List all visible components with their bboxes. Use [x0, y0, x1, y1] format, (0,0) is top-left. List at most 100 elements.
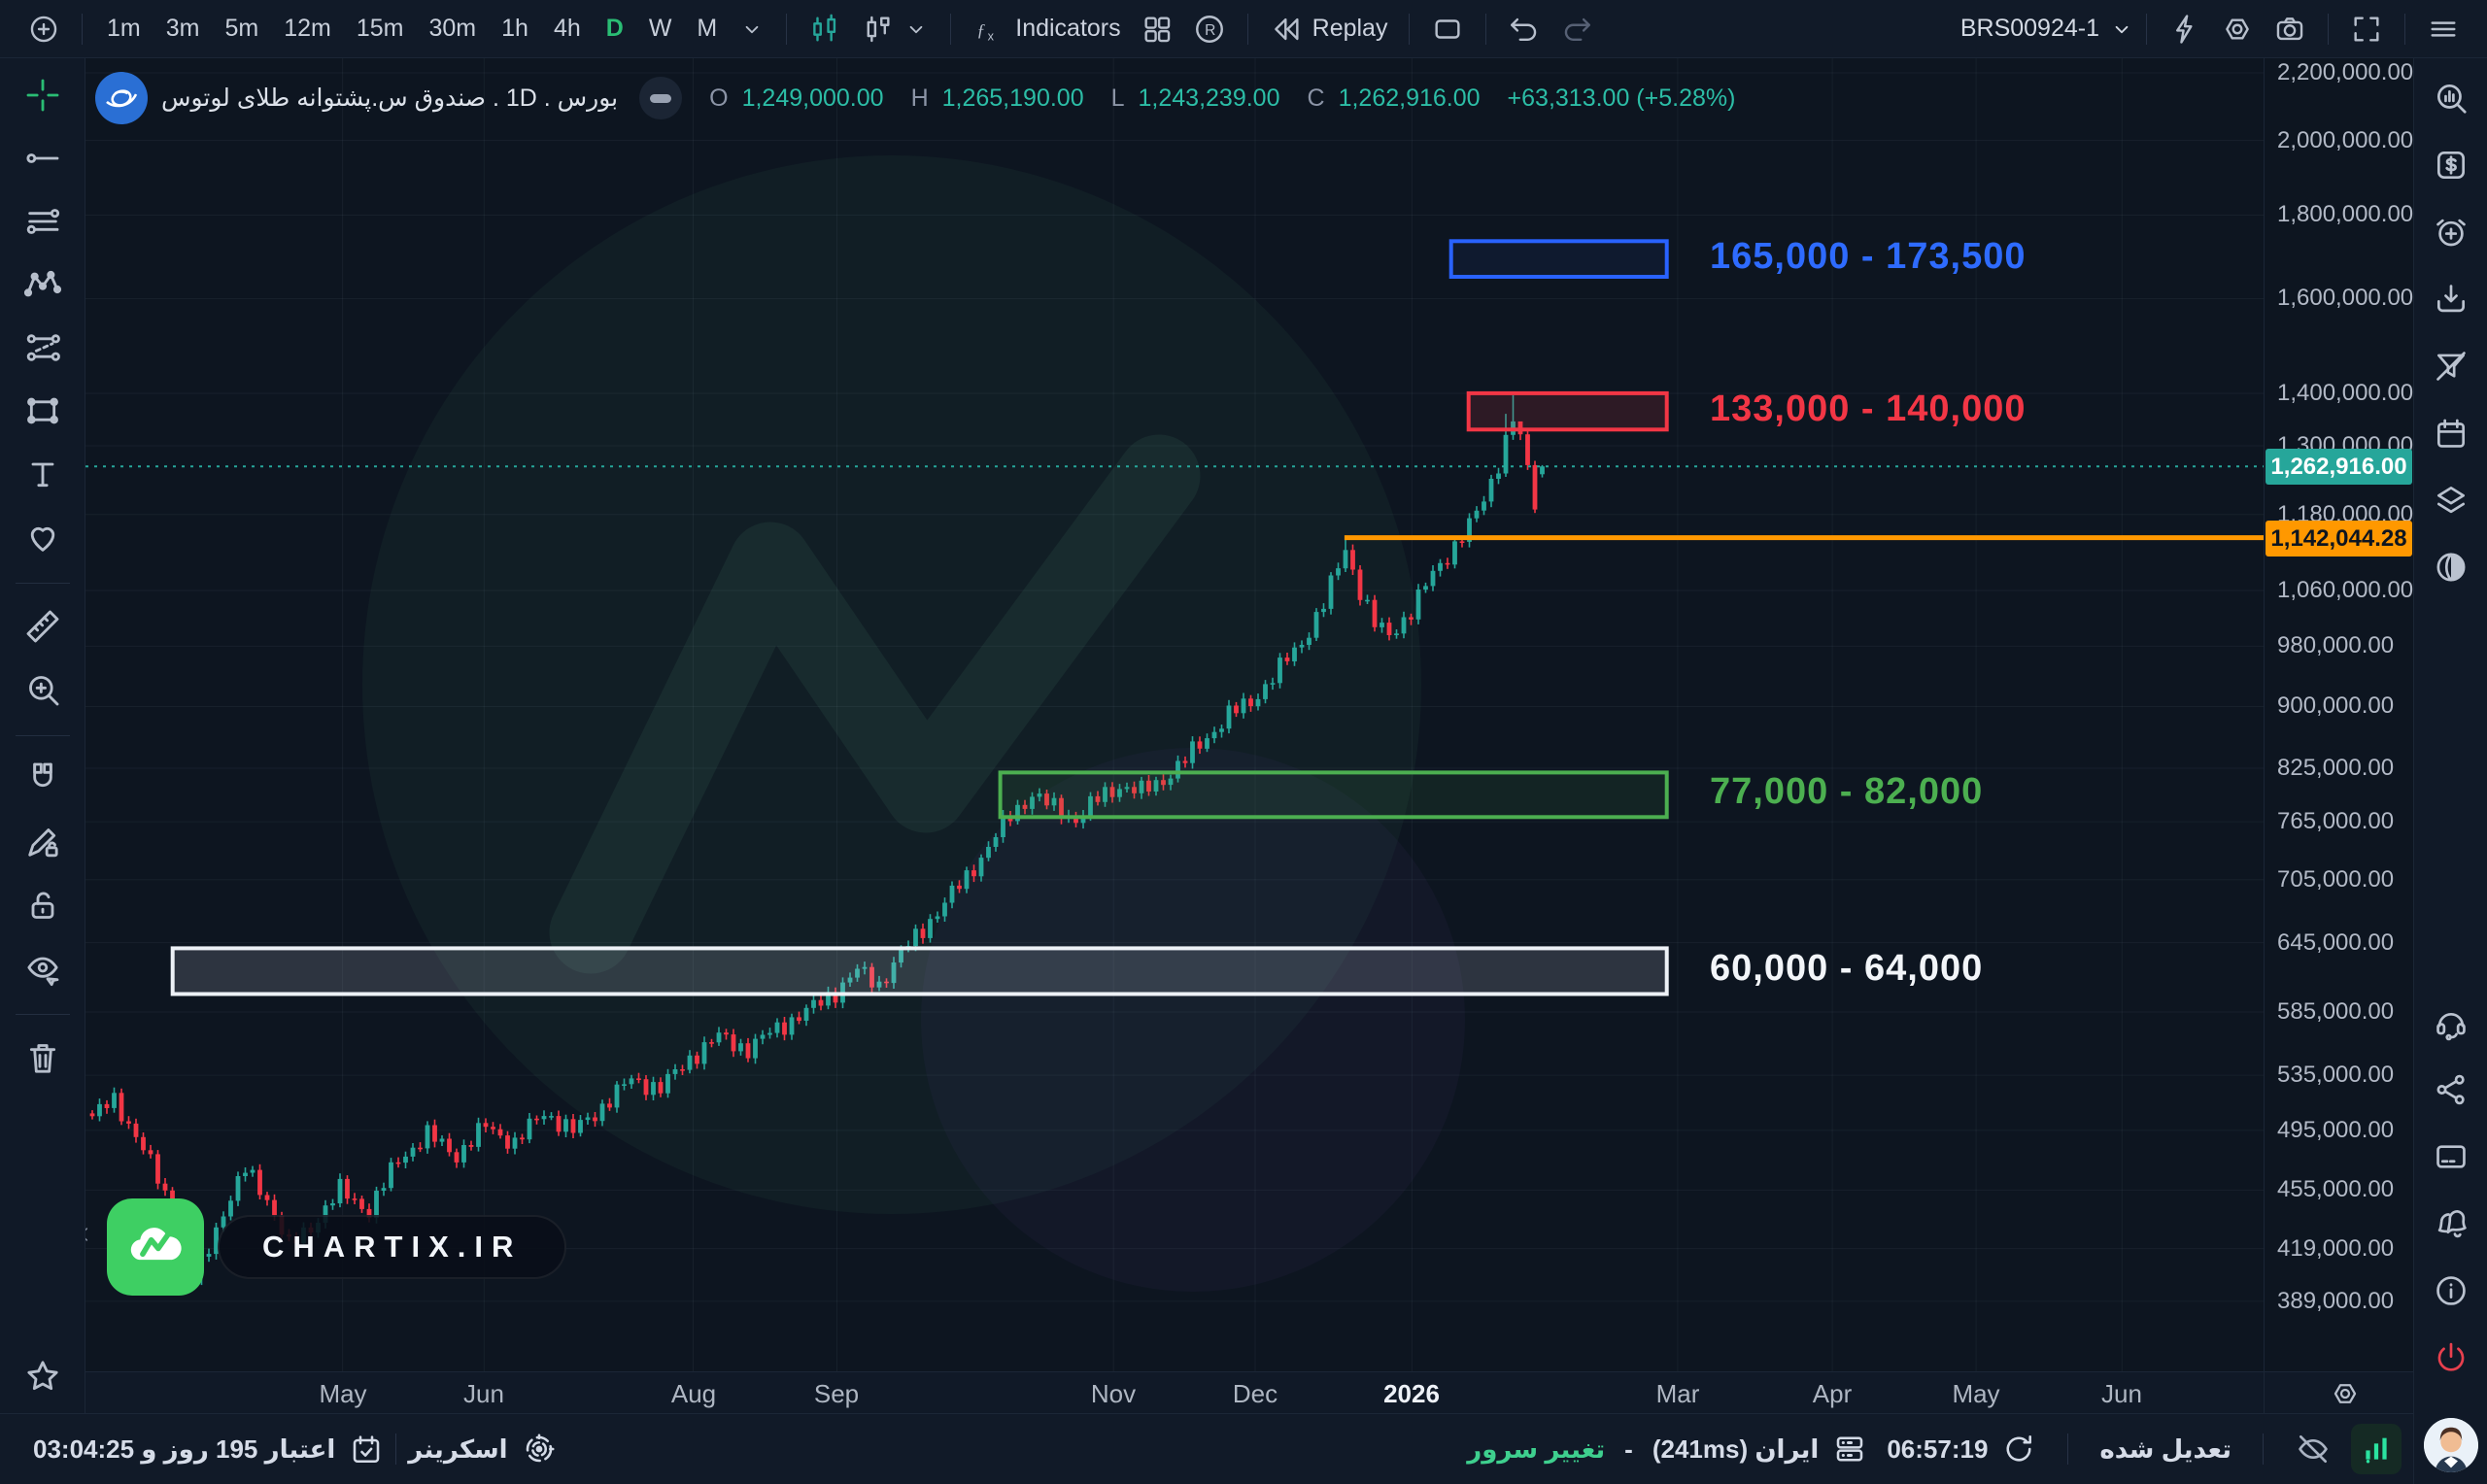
support-button[interactable] — [2429, 1000, 2473, 1045]
timeframe-30m[interactable]: 30m — [428, 15, 477, 42]
settings-button[interactable] — [2211, 13, 2264, 46]
volume-toggle[interactable] — [2351, 1424, 2402, 1474]
logout-button[interactable] — [2429, 1335, 2473, 1380]
timeframe-D[interactable]: D — [605, 15, 624, 42]
timeframe-12m[interactable]: 12m — [284, 15, 331, 42]
calendar-panel-button[interactable] — [2429, 411, 2473, 455]
undo-button[interactable] — [1498, 13, 1550, 46]
measure-tool[interactable] — [19, 603, 66, 650]
screener-panel-button[interactable] — [2429, 76, 2473, 120]
notifications-button[interactable] — [2429, 1201, 2473, 1246]
panel-button[interactable] — [1421, 13, 1474, 46]
magnet-tool[interactable] — [19, 756, 66, 802]
shapes-tool[interactable] — [19, 388, 66, 434]
layout-grid-button[interactable] — [1131, 13, 1183, 46]
quick-actions-button[interactable] — [2159, 13, 2211, 46]
lock-all-tool[interactable] — [19, 882, 66, 928]
timeframe-1h[interactable]: 1h — [501, 15, 528, 42]
info-button[interactable] — [2429, 1268, 2473, 1313]
trend-line-tool[interactable] — [19, 135, 66, 182]
change-server-link[interactable]: تغییر سرور — [1467, 1433, 1606, 1464]
layers-button[interactable] — [2429, 478, 2473, 523]
plus-circle-icon — [27, 13, 60, 46]
timeframe-4h[interactable]: 4h — [553, 15, 581, 42]
legend-more-button[interactable] — [639, 77, 683, 119]
parallel-lines-tool[interactable] — [19, 198, 66, 245]
price-tick: 585,000.00 — [2277, 998, 2395, 1025]
chevron-down-icon — [739, 17, 765, 42]
pricing-button[interactable] — [2429, 143, 2473, 187]
brand-text: CHARTIX.IR — [262, 1230, 523, 1264]
camera-icon — [2273, 13, 2306, 46]
text-tool[interactable] — [19, 451, 66, 497]
timeframe-M[interactable]: M — [697, 15, 718, 42]
right-sidebar — [2413, 58, 2487, 1484]
fullscreen-button[interactable] — [2340, 13, 2393, 46]
axis-settings-icon[interactable] — [2330, 1378, 2361, 1409]
time-axis[interactable]: May Jun Aug Sep Nov Dec 2026 Mar Apr May Jun — [85, 1371, 2413, 1414]
pattern-tool[interactable] — [19, 261, 66, 308]
timeframe-1m[interactable]: 1m — [107, 15, 141, 42]
hide-drawings-tool[interactable] — [19, 945, 66, 992]
time-axis-label: Sep — [813, 1379, 860, 1408]
chart-area[interactable]: بورس . 1D . صندوق س.پشتوانه طلای لوتوس O… — [85, 58, 2264, 1371]
price-tick: 1,060,000.00 — [2277, 577, 2414, 603]
avatar[interactable] — [2423, 1418, 2478, 1472]
timeframe-5m[interactable]: 5m — [224, 15, 259, 42]
collapse-toolbar-chevron[interactable] — [85, 1224, 95, 1245]
time-axis-label: Mar — [1655, 1379, 1700, 1408]
export-button[interactable] — [2429, 277, 2473, 321]
chart-type-button[interactable] — [799, 13, 851, 46]
divider — [82, 13, 83, 45]
info-icon — [2433, 1272, 2470, 1309]
axis-corner-divider — [2264, 1372, 2265, 1414]
theme-button[interactable] — [2429, 545, 2473, 590]
eye-slash-icon[interactable] — [2295, 1431, 2332, 1467]
replay-button[interactable]: Replay — [1260, 13, 1398, 46]
emoji-tool[interactable] — [19, 514, 66, 560]
power-icon — [2433, 1339, 2470, 1376]
server-time[interactable]: 06:57:19 — [1887, 1432, 2036, 1467]
alerts-button[interactable] — [2429, 210, 2473, 254]
timeframe-menu-button[interactable] — [730, 17, 774, 42]
eyecursor-icon — [23, 949, 62, 988]
redo-button[interactable] — [1550, 13, 1603, 46]
status-bar: اعتبار 195 روز و 03:04:25 اسکرینر تغییر … — [0, 1413, 2413, 1484]
volume-bars-icon — [2360, 1433, 2393, 1466]
price-tick: 535,000.00 — [2277, 1062, 2395, 1088]
undo-icon — [1508, 13, 1541, 46]
filter-button[interactable] — [2429, 344, 2473, 388]
screenshot-button[interactable] — [2264, 13, 2316, 46]
server-status[interactable]: ایران (241ms) — [1652, 1432, 1867, 1467]
chart-style-menu-button[interactable] — [851, 13, 938, 46]
timeframe-3m[interactable]: 3m — [165, 15, 200, 42]
price-axis[interactable]: 2,200,000.00 2,000,000.00 1,800,000.00 1,60… — [2264, 58, 2413, 1371]
main-menu-button[interactable] — [2417, 13, 2470, 46]
timeframe-15m[interactable]: 15m — [356, 15, 404, 42]
subscription-button[interactable] — [2429, 1134, 2473, 1179]
screener-status[interactable]: اسکرینر — [408, 1432, 556, 1467]
favorites-button[interactable] — [19, 1353, 66, 1400]
forecast-tool[interactable] — [19, 324, 66, 371]
r-shortcut-button[interactable]: R — [1183, 13, 1236, 46]
symbol-title[interactable]: بورس . 1D . صندوق س.پشتوانه طلای لوتوس — [161, 84, 619, 112]
refresh-icon[interactable] — [2001, 1432, 2036, 1467]
headset-icon — [2433, 1004, 2470, 1041]
add-symbol-button[interactable] — [17, 13, 70, 46]
searchchart-icon — [2433, 80, 2470, 117]
remove-drawings-tool[interactable] — [19, 1034, 66, 1081]
timeframe-W[interactable]: W — [648, 15, 672, 42]
symbol-selector[interactable]: BRS00924-1 — [1960, 15, 2134, 43]
crosshair-tool[interactable] — [19, 72, 66, 118]
rectangle-icon — [1431, 13, 1464, 46]
share-button[interactable] — [2429, 1067, 2473, 1112]
price-tick: 765,000.00 — [2277, 808, 2395, 834]
zone-label: 77,000 - 82,000 — [1710, 771, 1984, 812]
divider — [1409, 13, 1411, 45]
credit-status[interactable]: اعتبار 195 روز و 03:04:25 — [33, 1432, 384, 1467]
draw-lock-tool[interactable] — [19, 819, 66, 865]
zoom-in-tool[interactable] — [19, 666, 66, 713]
adjusted-toggle[interactable]: تعدیل شده — [2099, 1433, 2231, 1464]
